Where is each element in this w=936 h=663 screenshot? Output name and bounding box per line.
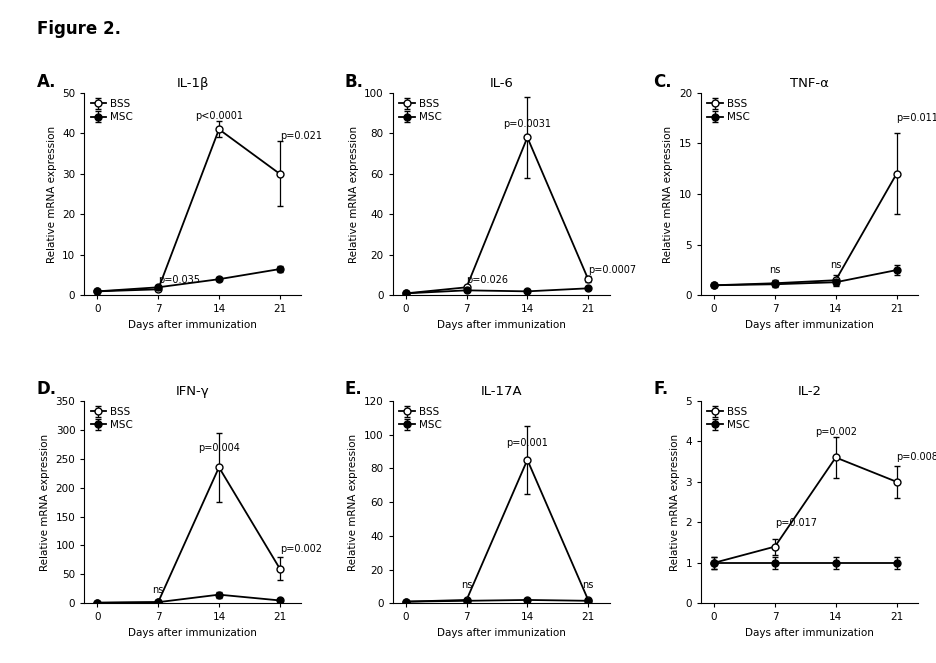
Title: IL-1β: IL-1β xyxy=(177,78,209,90)
Text: ns: ns xyxy=(829,260,841,270)
Text: A.: A. xyxy=(37,72,56,91)
Legend: BSS, MSC: BSS, MSC xyxy=(90,406,134,431)
X-axis label: Days after immunization: Days after immunization xyxy=(436,320,565,330)
Text: p=0.035: p=0.035 xyxy=(158,275,200,285)
Legend: BSS, MSC: BSS, MSC xyxy=(706,406,751,431)
Text: D.: D. xyxy=(37,381,56,398)
Text: p=0.001: p=0.001 xyxy=(505,438,548,448)
Y-axis label: Relative mRNA expression: Relative mRNA expression xyxy=(348,434,358,571)
Text: p=0.026: p=0.026 xyxy=(466,275,508,285)
Text: E.: E. xyxy=(344,381,362,398)
Y-axis label: Relative mRNA expression: Relative mRNA expression xyxy=(663,125,673,263)
Text: p=0.002: p=0.002 xyxy=(814,427,856,437)
Title: IL-2: IL-2 xyxy=(797,385,821,398)
Text: p=0.021: p=0.021 xyxy=(280,131,321,141)
Legend: BSS, MSC: BSS, MSC xyxy=(706,98,751,123)
Text: p=0.008: p=0.008 xyxy=(896,452,936,461)
X-axis label: Days after immunization: Days after immunization xyxy=(128,628,257,638)
Text: p=0.011: p=0.011 xyxy=(896,113,936,123)
Text: F.: F. xyxy=(652,381,668,398)
Legend: BSS, MSC: BSS, MSC xyxy=(90,98,134,123)
X-axis label: Days after immunization: Days after immunization xyxy=(436,628,565,638)
Text: ns: ns xyxy=(153,585,164,595)
Text: ns: ns xyxy=(768,265,780,275)
Text: p<0.0001: p<0.0001 xyxy=(195,111,242,121)
Y-axis label: Relative mRNA expression: Relative mRNA expression xyxy=(669,434,680,571)
Text: p=0.0031: p=0.0031 xyxy=(503,119,550,129)
Y-axis label: Relative mRNA expression: Relative mRNA expression xyxy=(40,434,50,571)
X-axis label: Days after immunization: Days after immunization xyxy=(744,628,873,638)
Text: C.: C. xyxy=(652,72,671,91)
Legend: BSS, MSC: BSS, MSC xyxy=(398,98,442,123)
Y-axis label: Relative mRNA expression: Relative mRNA expression xyxy=(47,125,56,263)
Title: TNF-α: TNF-α xyxy=(789,78,828,90)
Text: p=0.002: p=0.002 xyxy=(280,544,321,554)
Title: IL-6: IL-6 xyxy=(489,78,513,90)
X-axis label: Days after immunization: Days after immunization xyxy=(128,320,257,330)
Text: ns: ns xyxy=(461,580,472,590)
Y-axis label: Relative mRNA expression: Relative mRNA expression xyxy=(348,125,358,263)
Legend: BSS, MSC: BSS, MSC xyxy=(398,406,442,431)
Title: IL-17A: IL-17A xyxy=(480,385,521,398)
Text: B.: B. xyxy=(344,72,363,91)
Text: Figure 2.: Figure 2. xyxy=(37,20,122,38)
Text: p=0.004: p=0.004 xyxy=(197,443,240,453)
Text: p=0.0007: p=0.0007 xyxy=(588,265,636,275)
Title: IFN-γ: IFN-γ xyxy=(176,385,210,398)
Text: ns: ns xyxy=(582,580,593,590)
Text: p=0.017: p=0.017 xyxy=(774,518,816,528)
X-axis label: Days after immunization: Days after immunization xyxy=(744,320,873,330)
